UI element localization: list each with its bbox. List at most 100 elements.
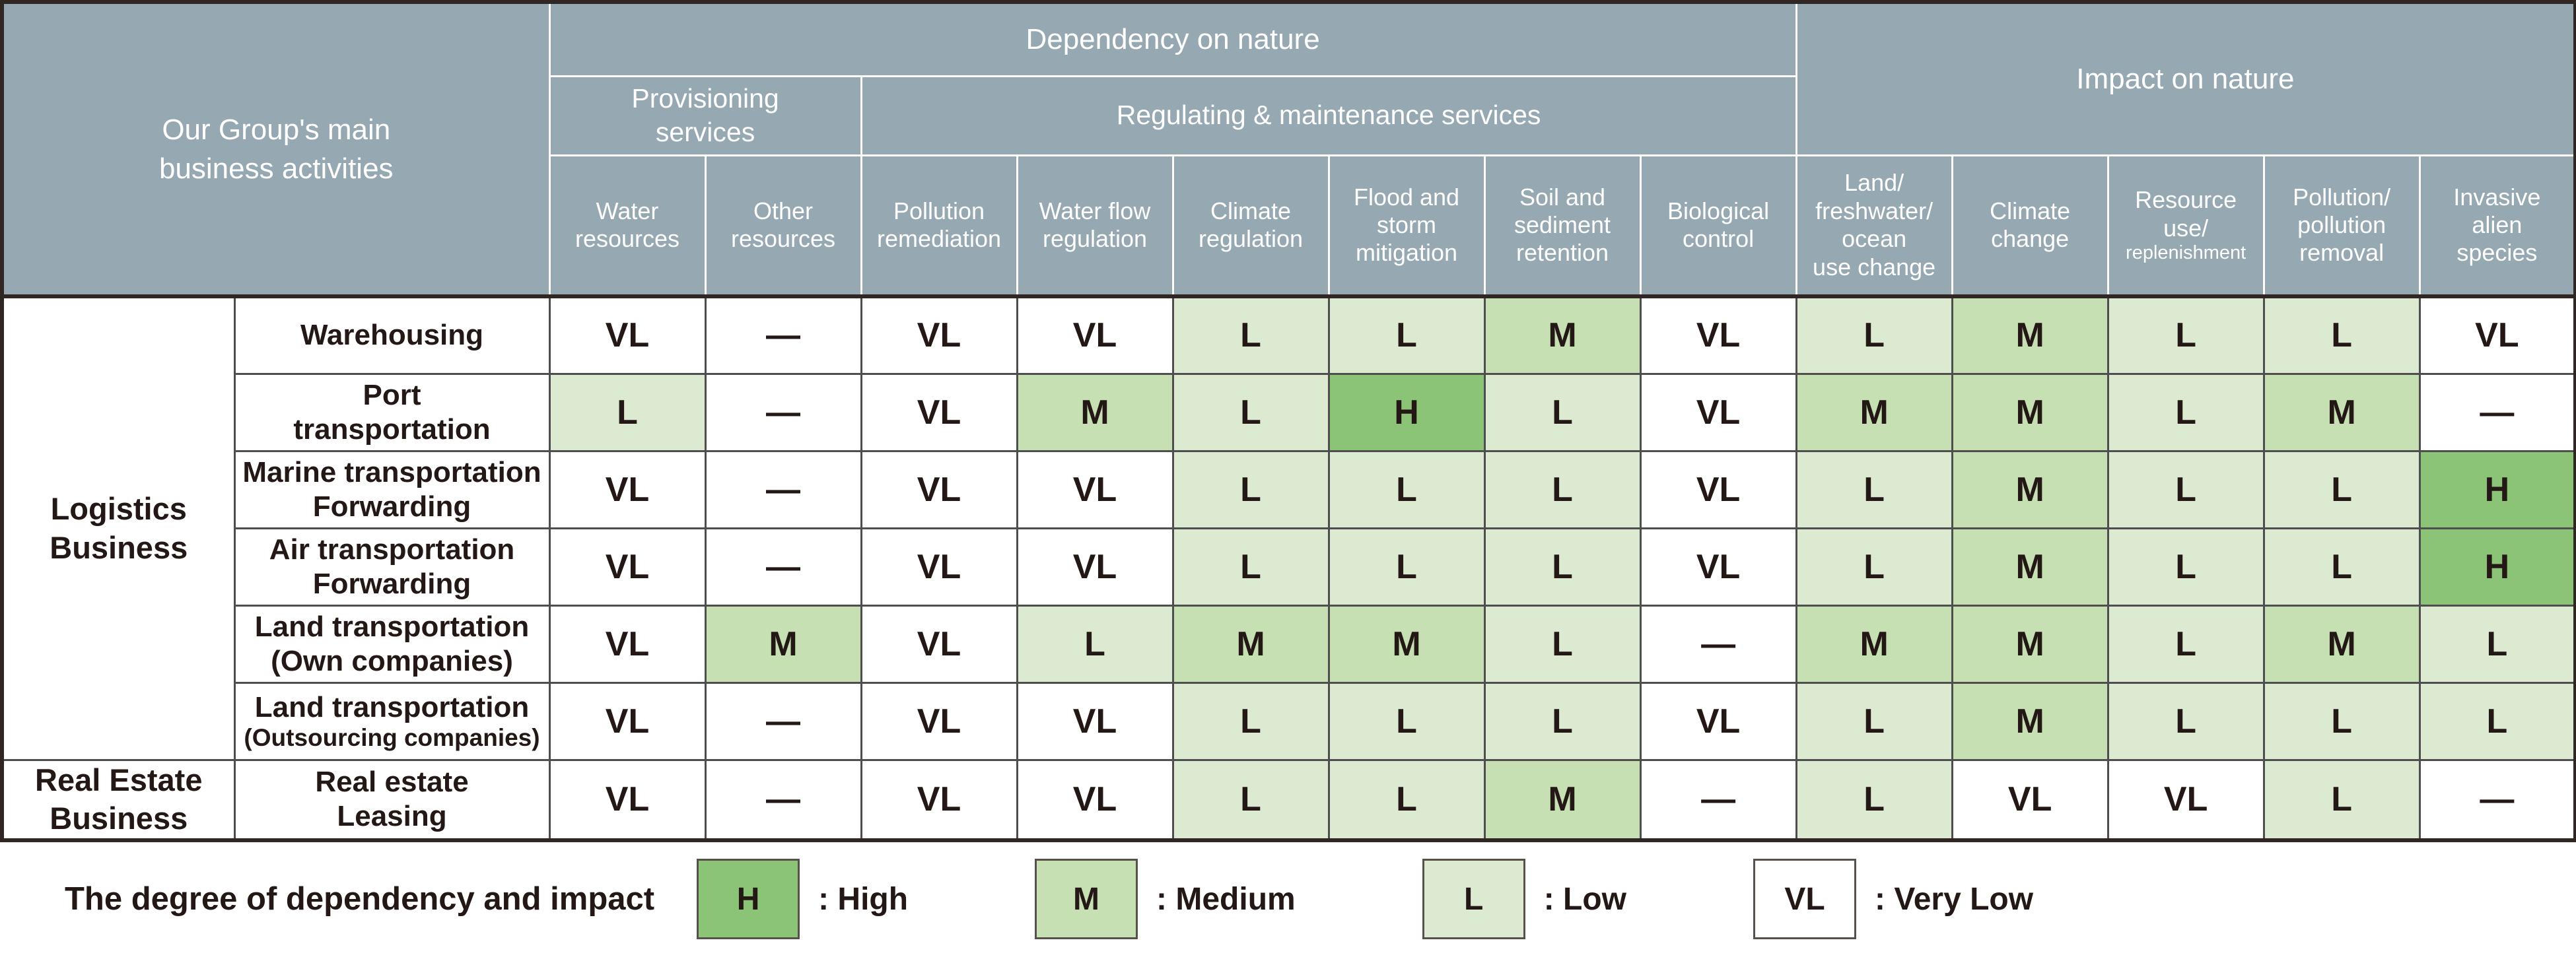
rating-cell: L [1171, 527, 1330, 607]
column-header-biological-control: Biological control [1639, 154, 1797, 298]
column-header-resource-use: Resource use/ replenishment [2106, 154, 2265, 298]
rating-cell: L [2106, 449, 2265, 529]
rating-cell: L [1327, 527, 1486, 607]
activity-name: Land transportation (Own companies) [254, 610, 530, 677]
column-header-water-resources: Water resources [548, 154, 707, 298]
legend-swatch-medium: M [1035, 859, 1138, 939]
activity-cell: Air transportation Forwarding [233, 527, 551, 607]
rating-cell: L [2262, 294, 2421, 375]
rating-cell: L [1327, 449, 1486, 529]
rating-cell: VL [548, 449, 707, 529]
rating-cell: L [2106, 604, 2265, 684]
rating-cell: M [1327, 604, 1486, 684]
rating-cell: M [1951, 294, 2109, 375]
table-row: Port transportation L — VL M L H L VL M M L M — [2, 372, 2576, 452]
rating-cell: M [1951, 681, 2109, 761]
activity-name: Real estate Leasing [315, 766, 469, 833]
column-header-pollution-remediation: Pollution remediation [860, 154, 1018, 298]
column-header-climate-regulation: Climate regulation [1171, 154, 1330, 298]
rating-cell: M [1016, 372, 1174, 452]
activity-name: Marine transportation Forwarding [242, 455, 541, 523]
rating-cell: L [2106, 527, 2265, 607]
rating-cell: VL [1639, 527, 1797, 607]
table-body: Logistics Business Warehousing VL — VL VL L L M V… [1, 294, 2576, 842]
rating-cell: VL [860, 604, 1018, 684]
legend-item-medium: M : Medium [1035, 859, 1296, 939]
rating-cell: — [704, 527, 862, 607]
table-header: Our Group's main business activities Dep… [1, 1, 2576, 298]
rating-cell: M [1951, 604, 2109, 684]
rating-cell: — [704, 294, 862, 375]
activity-name: Warehousing [300, 319, 484, 352]
rating-cell: M [1951, 527, 2109, 607]
column-header-other-resources: Other resources [704, 154, 862, 298]
rating-cell: L [2262, 758, 2421, 842]
rating-cell: L [1171, 681, 1330, 761]
rating-cell: L [1795, 449, 1953, 529]
rating-cell: — [1639, 758, 1797, 842]
activity-cell: Marine transportation Forwarding [233, 449, 551, 529]
rating-cell: — [2418, 372, 2576, 452]
table-row: Land transportation (Own companies) VL M VL… [2, 604, 2576, 684]
activity-name-small: (Outsourcing companies) [244, 724, 540, 752]
rating-cell: VL [860, 681, 1018, 761]
column-header-flood-storm-mitigation: Flood and storm mitigation [1327, 154, 1486, 298]
rating-cell: L [1795, 681, 1953, 761]
rating-cell: M [2262, 372, 2421, 452]
dependency-group-header: Dependency on nature [548, 1, 1797, 77]
business-category-cell: Real Estate Business [1, 758, 236, 842]
rating-cell: M [1795, 372, 1953, 452]
activity-name: Land transportation [254, 691, 530, 724]
legend-label-low: : Low [1543, 881, 1626, 917]
rating-cell: VL [1016, 294, 1174, 375]
regulating-subgroup-header: Regulating & maintenance services [860, 75, 1797, 156]
legend-title: The degree of dependency and impact [65, 881, 655, 917]
rating-cell: L [1327, 681, 1486, 761]
rating-cell: M [1483, 294, 1642, 375]
rating-cell: VL [2418, 294, 2576, 375]
rating-cell: — [704, 681, 862, 761]
column-header-climate-change: Climate change [1951, 154, 2109, 298]
impact-group-header: Impact on nature [1795, 1, 2576, 156]
rating-cell: L [1016, 604, 1174, 684]
rating-cell: VL [1951, 758, 2109, 842]
legend-item-low: L : Low [1422, 859, 1626, 939]
rating-cell: M [2262, 604, 2421, 684]
rating-cell: L [1171, 372, 1330, 452]
rating-cell: — [704, 372, 862, 452]
rating-cell: H [2418, 449, 2576, 529]
rating-cell: L [1483, 372, 1642, 452]
rating-cell: VL [1016, 449, 1174, 529]
rating-cell: L [2262, 681, 2421, 761]
table-row: Real Estate Business Real estate Leasing V… [1, 758, 2576, 842]
rating-cell: L [2262, 449, 2421, 529]
rating-cell: VL [1016, 758, 1174, 842]
rating-cell: L [548, 372, 707, 452]
table-row: Air transportation Forwarding VL — VL VL L L L V… [2, 527, 2576, 607]
rating-cell: L [1483, 681, 1642, 761]
rating-cell: VL [860, 449, 1018, 529]
rating-cell: M [1795, 604, 1953, 684]
corner-header: Our Group's main business activities [1, 1, 551, 298]
rating-cell: VL [548, 294, 707, 375]
rating-cell: VL [1016, 527, 1174, 607]
rating-cell: M [1951, 449, 2109, 529]
activity-cell: Real estate Leasing [233, 758, 551, 842]
rating-cell: VL [1639, 372, 1797, 452]
legend-item-very-low: VL : Very Low [1753, 859, 2033, 939]
table-row: Marine transportation Forwarding VL — VL VL L… [2, 449, 2576, 529]
rating-cell: VL [548, 527, 707, 607]
business-category-cell: Logistics Business [1, 294, 236, 761]
rating-cell: VL [860, 294, 1018, 375]
rating-cell: VL [1639, 681, 1797, 761]
rating-cell: M [1951, 372, 2109, 452]
legend-label-very-low: : Very Low [1875, 881, 2034, 917]
column-header-water-flow-regulation: Water flow regulation [1016, 154, 1174, 298]
rating-cell: L [2106, 681, 2265, 761]
rating-cell: L [1171, 449, 1330, 529]
column-header-resource-use-small: replenishment [2126, 242, 2246, 264]
activity-name: Air transportation Forwarding [269, 533, 515, 600]
activity-cell: Land transportation (Own companies) [233, 604, 551, 684]
table-row: Logistics Business Warehousing VL — VL VL L L M V… [1, 294, 2576, 761]
rating-cell: L [1171, 294, 1330, 375]
